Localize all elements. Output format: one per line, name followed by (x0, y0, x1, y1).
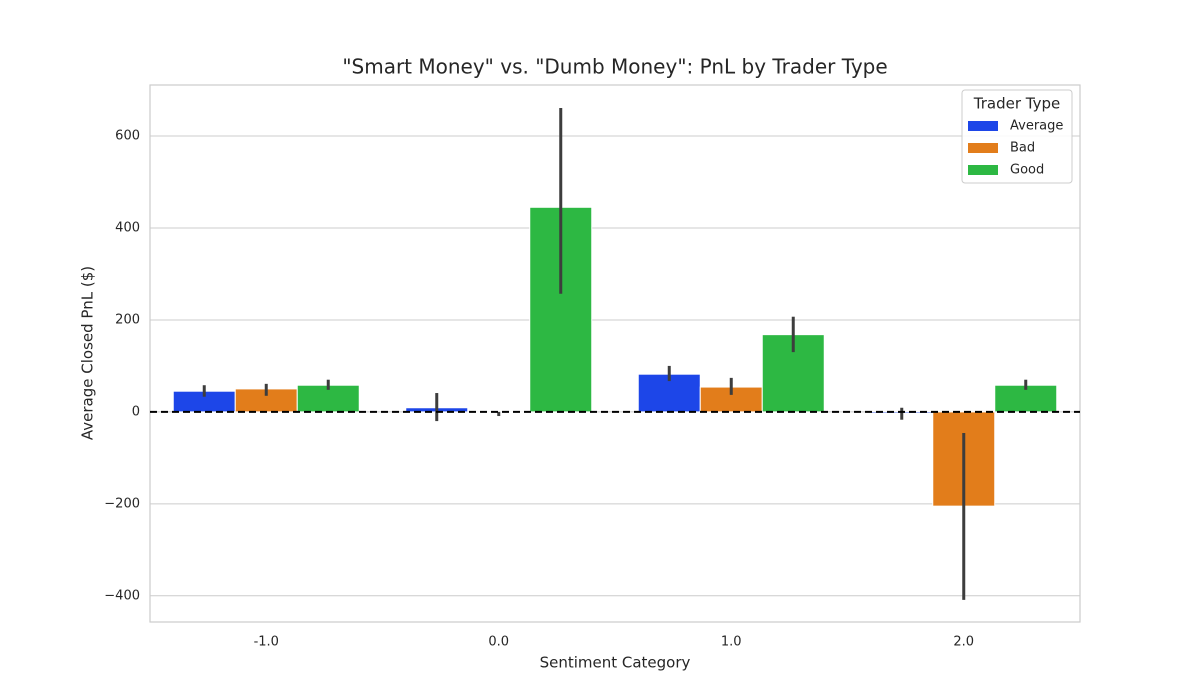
legend-label: Average (1010, 119, 1063, 134)
legend-label: Bad (1010, 141, 1035, 156)
x-axis-label: Sentiment Category (540, 654, 691, 672)
y-tick-label: 600 (115, 129, 140, 144)
y-tick-label: 400 (115, 220, 140, 235)
y-tick-label: 200 (115, 312, 140, 327)
legend-swatch (968, 165, 998, 175)
y-tick-label: 0 (132, 404, 140, 419)
legend-label: Good (1010, 163, 1044, 178)
plot-frame (149, 84, 1081, 623)
x-tick-label: 1.0 (721, 635, 742, 650)
y-axis-label: Average Closed PnL ($) (79, 266, 97, 440)
legend-title: Trader Type (973, 95, 1060, 113)
y-tick-label: −400 (104, 588, 140, 603)
legend-swatch (968, 143, 998, 153)
x-tick-label: 0.0 (488, 635, 509, 650)
y-tick-label: −200 (104, 496, 140, 511)
chart-title: "Smart Money" vs. "Dumb Money": PnL by T… (342, 55, 887, 79)
legend-swatch (968, 121, 998, 131)
x-tick-label: -1.0 (254, 635, 279, 650)
x-tick-label: 2.0 (953, 635, 974, 650)
legend-box (961, 89, 1073, 184)
